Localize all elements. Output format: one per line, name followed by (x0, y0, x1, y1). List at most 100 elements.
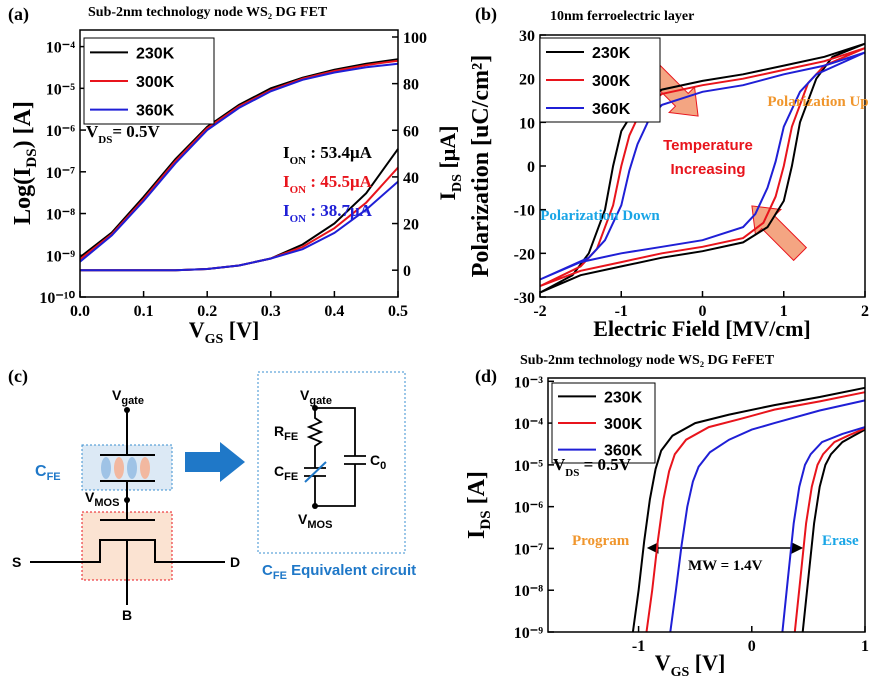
legend-label: 300K (604, 416, 643, 433)
subscript: FE (273, 570, 287, 582)
subscript: MOS (94, 497, 119, 509)
text-part: V (300, 387, 310, 403)
annotation: ION : 53.4μA (283, 143, 373, 167)
plot-frame (539, 34, 866, 298)
subscript: ON (290, 184, 307, 196)
legend-label: 300K (592, 73, 631, 90)
equivalent-box (257, 371, 406, 554)
subscript: DS (24, 148, 40, 167)
y-tick-label: 10⁻⁷ (46, 165, 75, 182)
x-tick-label: -1 (632, 638, 645, 655)
data-line (645, 391, 866, 633)
text-part: V (85, 489, 95, 505)
x-tick-label: 2 (861, 303, 869, 320)
y-tick-label: 20 (519, 72, 535, 89)
subscript: GS (205, 332, 224, 347)
annotation: VDS= 0.5V (86, 122, 161, 146)
panel-label: (c) (8, 366, 28, 387)
y-tick-label: 10⁻⁴ (514, 416, 543, 433)
y-axis-label: IDS [A] (464, 471, 494, 539)
node (124, 407, 130, 413)
text-part: V (86, 122, 99, 141)
subscript: gate (121, 395, 144, 407)
panel-label: (d) (475, 366, 497, 387)
terminal-label: B (122, 607, 132, 623)
subscript: MOS (307, 519, 332, 531)
y2-tick-label: 20 (403, 217, 419, 234)
subscript: FE (47, 471, 61, 483)
text-part: I (283, 172, 290, 191)
legend-label: 230K (592, 45, 631, 62)
text-part: : 38.7μA (306, 201, 373, 220)
annotation: ION : 38.7μA (283, 201, 373, 225)
dipoles (101, 457, 150, 479)
node-label: VMOS (298, 511, 332, 531)
legend-label: 360K (136, 103, 175, 120)
y-tick-label: 10⁻¹⁰ (39, 290, 75, 307)
text-part: [V] (689, 650, 725, 675)
text-part: ) [A] (10, 101, 36, 148)
y-tick-label: 10⁻⁴ (46, 40, 75, 57)
x-axis-label: Electric Field [MV/cm] (593, 316, 810, 341)
x-axis-label: VGS [V] (189, 317, 260, 347)
text-part: = 0.5V (579, 455, 631, 474)
text-part: I (283, 143, 290, 162)
x-tick-label: 0 (699, 303, 707, 320)
subscript: ON (290, 155, 307, 167)
component-label: CFE (274, 463, 298, 483)
y-axis-label: Polarization [uC/cm²] (468, 55, 494, 277)
chart-title: Sub-2nm technology node WS₂ DG FeFET (520, 353, 775, 368)
text-part: [A] (464, 471, 490, 510)
x-tick-label: 0.0 (70, 303, 90, 320)
x-tick-label: -1 (615, 303, 628, 320)
x-tick-label: 0.4 (324, 303, 344, 320)
legend-label: 360K (592, 101, 631, 118)
node-label: VMOS (85, 489, 119, 509)
subscript: gate (309, 395, 332, 407)
y-tick-label: 10⁻⁸ (46, 207, 75, 224)
y-tick-label: -30 (514, 290, 535, 307)
cfe-label: CFE (35, 463, 61, 483)
y-tick-label: -10 (514, 203, 535, 220)
annotation: Erase (822, 533, 859, 549)
subscript: FE (284, 471, 298, 483)
mw-arrow (646, 542, 804, 554)
x-tick-label: 1 (861, 638, 869, 655)
text-part: [μA] (435, 126, 460, 175)
y-tick-label: 10⁻⁹ (514, 625, 543, 642)
y-tick-label: 0 (527, 159, 535, 176)
x-tick-label: -2 (533, 303, 546, 320)
big-arrow (185, 442, 245, 482)
y2-tick-label: 0 (403, 263, 411, 280)
node (312, 503, 318, 509)
y-tick-label: 10⁻⁵ (514, 458, 543, 475)
node-label: Vgate (112, 387, 144, 407)
text-part: R (274, 423, 284, 439)
annotation: Temperature (663, 137, 753, 154)
legend-label: 360K (604, 443, 643, 460)
y-tick-label: 10⁻³ (514, 374, 543, 391)
arrow (751, 205, 808, 262)
node (312, 405, 318, 411)
y2-tick-label: 40 (403, 170, 419, 187)
chart-title: 10nm ferroelectric layer (550, 9, 694, 24)
text-part: I (435, 192, 460, 201)
subscript: DS (478, 510, 494, 529)
text-part: V (112, 387, 122, 403)
node (124, 497, 130, 503)
plot-frame (79, 29, 399, 298)
subscript: GS (671, 665, 690, 680)
component-label: C0 (370, 452, 386, 472)
text-part: C (262, 562, 273, 579)
annotation: Polarization Up (767, 94, 868, 110)
x-tick-label: 0.2 (197, 303, 217, 320)
text-part: V (553, 455, 566, 474)
panel-label: (a) (8, 4, 29, 25)
data-line (79, 58, 399, 258)
plot-frame (547, 377, 866, 633)
text-part: Log(I (10, 168, 36, 225)
node-label: Vgate (300, 387, 332, 407)
y-tick-label: -20 (514, 246, 535, 263)
annotation: ION : 45.5μA (283, 172, 373, 196)
